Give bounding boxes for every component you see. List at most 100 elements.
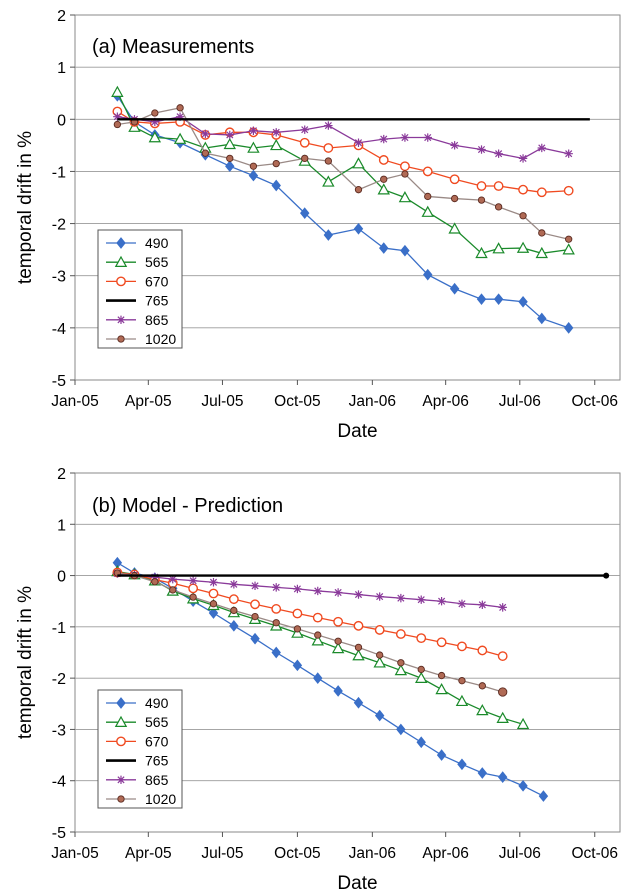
data-point-490 (374, 709, 385, 722)
data-point-865 (225, 130, 234, 140)
data-point-865 (249, 126, 258, 135)
panel-title: (a) Measurements (92, 36, 254, 58)
legend-label: 490 (145, 235, 169, 251)
data-point-670 (333, 616, 344, 627)
legend-marker (117, 795, 125, 803)
series-565 (111, 85, 575, 259)
data-point-670 (353, 620, 364, 631)
legend-label: 1020 (145, 791, 176, 807)
x-tick-label: Jul-06 (499, 393, 541, 410)
data-point-490 (208, 607, 219, 619)
x-tick-label: Oct-05 (274, 845, 321, 862)
data-point-565 (377, 183, 390, 195)
x-tick-label: Oct-06 (571, 393, 618, 410)
legend-label: 1020 (145, 331, 176, 347)
x-tick-label: Apr-06 (422, 845, 469, 862)
data-point-490 (229, 619, 239, 632)
legend-label: 865 (145, 312, 169, 328)
y-axis-label: temporal drift in % (15, 131, 36, 284)
data-point-865 (250, 581, 260, 591)
x-axis-label: Date (337, 873, 377, 894)
data-point-670 (323, 143, 334, 153)
legend-item-1020: 1020 (106, 331, 176, 347)
data-point-670 (422, 166, 433, 177)
data-point-865 (293, 584, 302, 594)
data-point-670 (312, 612, 323, 623)
legend: 490 565 670 765 865 1020 (97, 229, 183, 349)
data-point-1020 (477, 196, 486, 204)
legend-item-490: 490 (106, 235, 169, 251)
y-axis-label: temporal drift in % (15, 586, 36, 739)
y-tick-label: 2 (57, 466, 66, 483)
legend-item-865: 865 (106, 772, 169, 788)
data-point-1020 (417, 665, 425, 674)
data-point-865 (209, 578, 218, 587)
data-point-1020 (324, 157, 333, 165)
data-point-865 (168, 574, 177, 584)
data-point-565 (562, 243, 575, 255)
data-point-490 (250, 632, 260, 645)
legend-marker (116, 315, 126, 324)
data-point-865 (229, 580, 239, 589)
data-point-490 (353, 696, 364, 709)
data-point-490 (423, 268, 433, 281)
data-point-865 (313, 586, 322, 596)
data-point-670 (208, 588, 219, 599)
data-point-490 (379, 242, 389, 254)
data-point-670 (374, 625, 385, 635)
data-point-670 (271, 604, 282, 614)
data-point-1020 (354, 186, 363, 194)
data-point-865 (375, 592, 384, 601)
x-tick-label: Apr-05 (125, 393, 172, 410)
data-point-565 (311, 634, 324, 646)
data-point-490 (292, 659, 303, 672)
y-tick-label: -2 (52, 671, 66, 688)
data-point-865 (537, 143, 546, 153)
legend-marker (116, 237, 126, 249)
data-point-1020 (209, 600, 218, 608)
data-point-865 (175, 112, 185, 121)
data-point-490 (476, 293, 487, 306)
legend-marker (114, 715, 128, 727)
data-point-565 (398, 191, 412, 203)
data-point-565 (455, 694, 469, 707)
data-point-670 (436, 637, 447, 648)
data-point-490 (518, 295, 528, 308)
data-point-490 (416, 736, 426, 749)
y-tick-label: 0 (57, 569, 66, 586)
data-point-565 (270, 138, 283, 151)
legend-label: 765 (145, 753, 169, 769)
data-point-865 (457, 599, 467, 608)
panel-title: (b) Model - Prediction (92, 495, 283, 517)
legend-marker (116, 736, 126, 747)
data-point-670 (518, 184, 528, 195)
data-point-670 (250, 599, 260, 610)
data-point-565 (223, 137, 237, 150)
legend-item-490: 490 (106, 695, 169, 711)
data-point-1020 (478, 682, 486, 690)
y-tick-label: 1 (57, 60, 66, 77)
x-tick-label: Jul-05 (201, 845, 243, 862)
legend-item-765: 765 (106, 753, 169, 769)
legend-label: 670 (145, 733, 169, 749)
data-point-1020 (201, 149, 209, 157)
data-point-490 (538, 790, 549, 802)
data-point-865 (396, 593, 406, 603)
chart-panel-b: 2 1 0 -1 -2 -3 -4 -5 Jan-05 Apr-05 Jul-05 Oct-05 Jan… (15, 466, 621, 894)
data-point-490 (493, 293, 504, 306)
data-point-765 (603, 572, 610, 579)
legend-label: 565 (145, 714, 169, 730)
y-tick-label: -4 (52, 321, 66, 338)
legend-item-565: 565 (106, 254, 169, 270)
data-point-490 (436, 749, 447, 761)
legend-label: 565 (145, 254, 169, 270)
x-tick-label: Oct-05 (274, 393, 321, 410)
data-point-1020 (380, 175, 388, 183)
legend-marker (116, 276, 126, 287)
data-point-1020 (498, 687, 508, 697)
legend-label: 865 (145, 772, 169, 788)
data-point-490 (537, 312, 547, 325)
x-tick-label: Jan-05 (51, 393, 98, 410)
data-point-1020 (293, 625, 302, 633)
data-point-865 (324, 121, 333, 130)
